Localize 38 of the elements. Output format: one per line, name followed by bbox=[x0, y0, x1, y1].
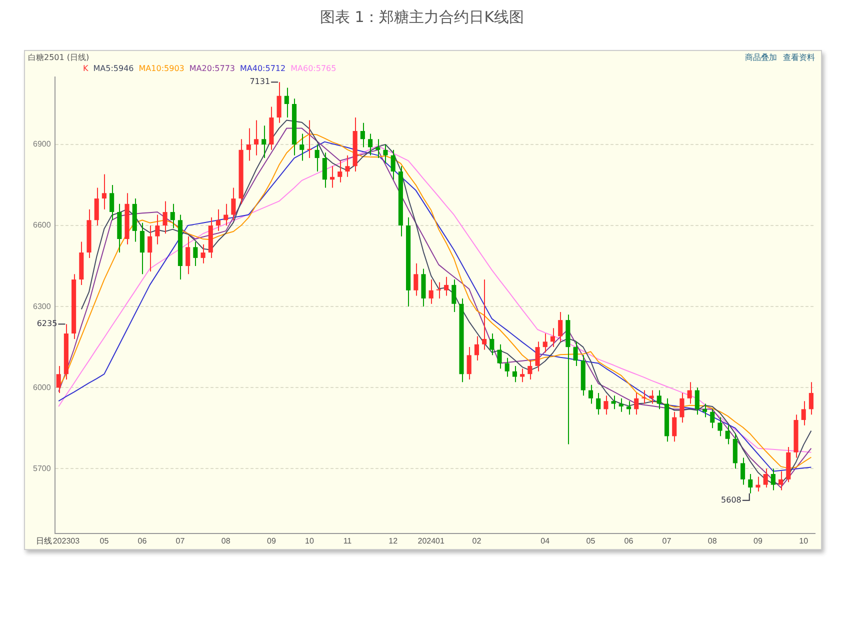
text: MA20:5773 bbox=[189, 64, 235, 73]
y-tick-label: 6900 bbox=[33, 140, 52, 149]
text: MA40:5712 bbox=[240, 64, 286, 73]
text: MA10:5903 bbox=[138, 64, 184, 73]
x-tick-label: 06 bbox=[138, 536, 148, 546]
x-tick-label: 10 bbox=[799, 536, 809, 546]
y-tick-label: 6000 bbox=[33, 382, 52, 392]
x-tick-label: 02 bbox=[472, 536, 482, 546]
text: MA5:5946 bbox=[93, 64, 134, 73]
text: K bbox=[83, 64, 88, 73]
x-tick-label: 08 bbox=[221, 536, 231, 546]
x-tick-label: 202401 bbox=[418, 536, 445, 546]
x-tick-label: 05 bbox=[100, 536, 110, 546]
annotation: 6235 bbox=[36, 319, 58, 328]
x-tick-label: 09 bbox=[754, 536, 763, 546]
x-tick-label: 07 bbox=[176, 536, 186, 546]
annotation: 5608 bbox=[721, 496, 742, 505]
chart-title: 图表 1：郑糖主力合约日K线图 bbox=[318, 8, 526, 27]
x-tick-label: 202303 bbox=[52, 536, 80, 546]
candlestick bbox=[718, 416, 722, 437]
x-tick-label: 05 bbox=[586, 536, 596, 546]
y-tick-label: 6300 bbox=[33, 302, 52, 311]
x-tick-label: 12 bbox=[388, 536, 398, 546]
y-tick-label: 5700 bbox=[33, 464, 52, 473]
x-tick-label: 06 bbox=[624, 536, 634, 546]
x-axis-title: 日线 bbox=[36, 536, 52, 546]
y-tick-label: 6600 bbox=[33, 220, 52, 230]
x-tick-label: 07 bbox=[662, 536, 672, 546]
x-tick-label: 09 bbox=[267, 536, 276, 546]
x-tick-label: 04 bbox=[540, 536, 550, 546]
x-tick-label: 11 bbox=[343, 536, 352, 546]
text: 查看资料 bbox=[783, 53, 815, 62]
x-tick-label: 08 bbox=[708, 536, 718, 546]
text: 商品叠加 bbox=[745, 53, 777, 62]
annotation: 7131 bbox=[250, 77, 270, 86]
x-tick-label: 10 bbox=[305, 536, 314, 546]
chart-subtitle: 白糖2501 (日线) bbox=[28, 52, 90, 63]
text: MA60:5765 bbox=[290, 64, 336, 73]
